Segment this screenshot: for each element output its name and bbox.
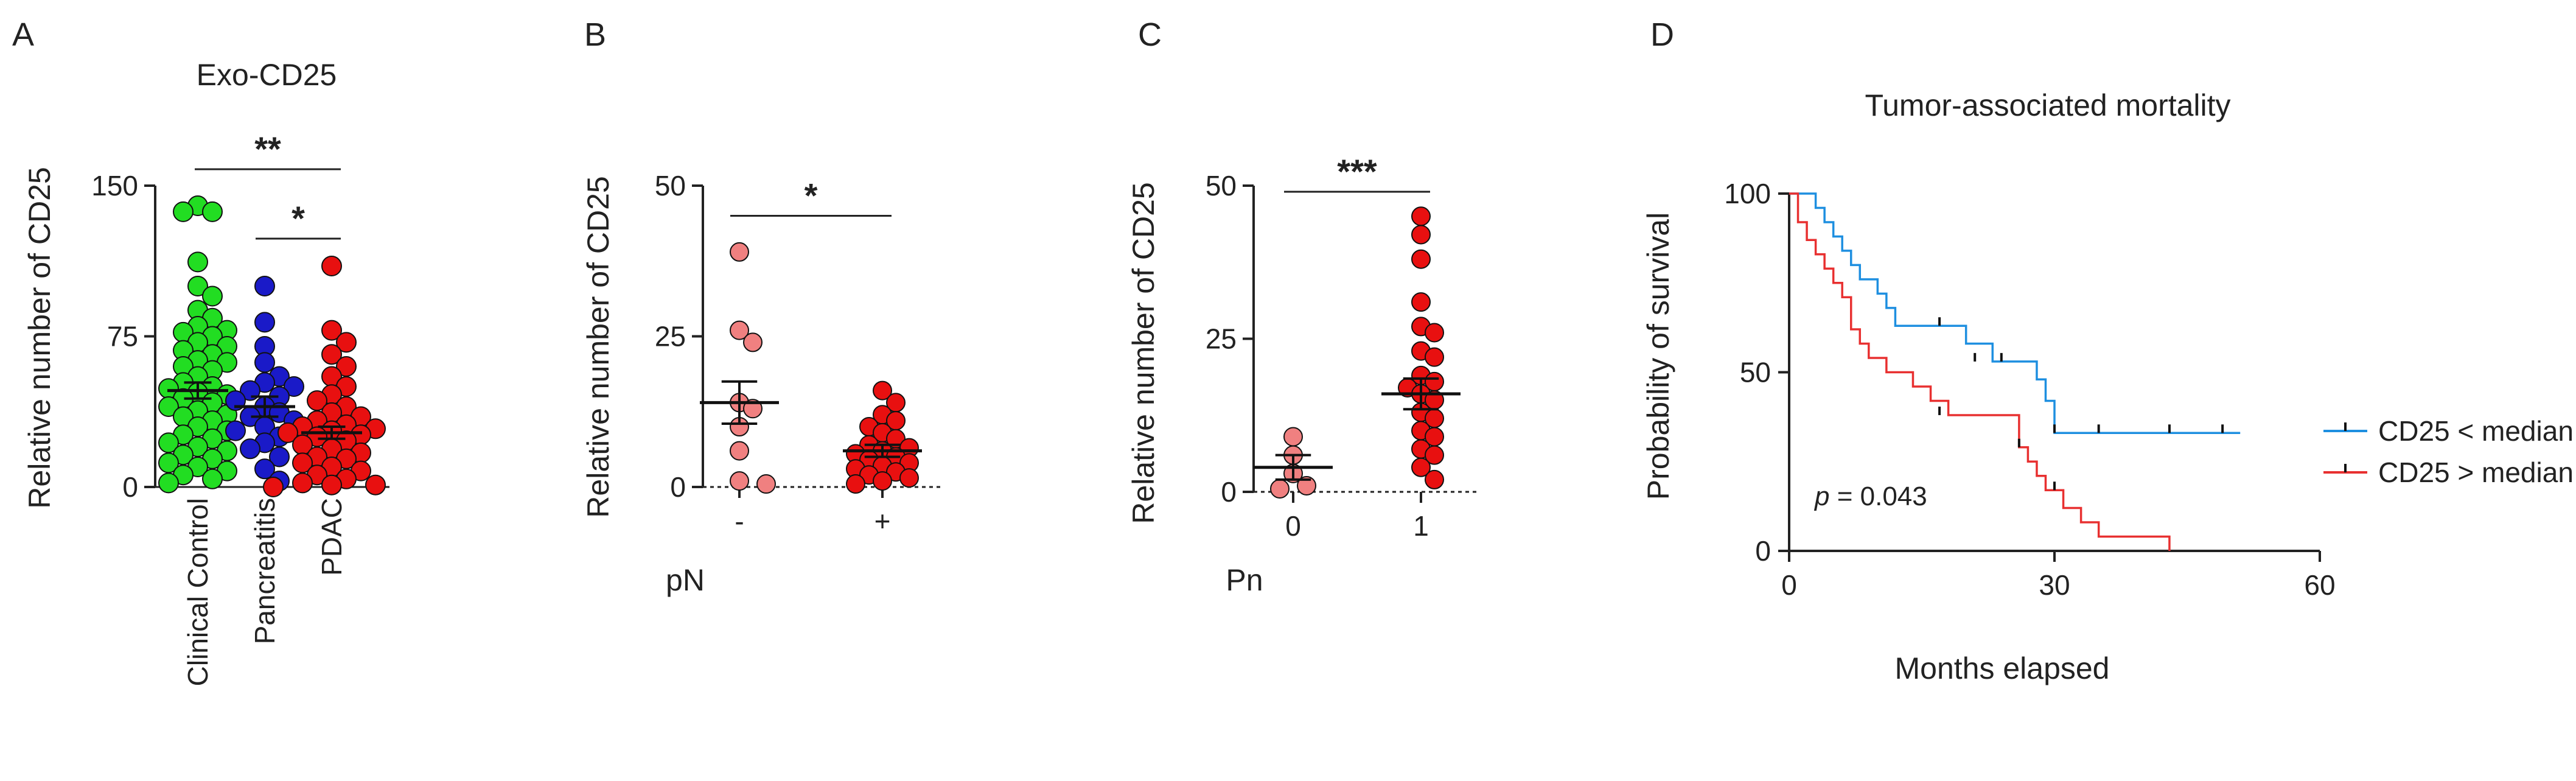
chart-a-point <box>284 376 304 397</box>
chart-c-point <box>1425 469 1444 489</box>
chart-b-point <box>899 468 919 488</box>
chart-a-point <box>187 251 208 273</box>
chart-a-sig-label: * <box>291 199 305 237</box>
chart-c-point <box>1411 225 1431 245</box>
chart-b-point <box>730 471 749 491</box>
chart-c-point <box>1425 445 1444 465</box>
chart-c-point <box>1297 475 1316 496</box>
chart-a-point <box>254 458 275 480</box>
panel-letter-b: B <box>584 16 606 53</box>
chart-a-point <box>321 320 342 341</box>
chart-a-point <box>269 446 290 468</box>
chart-a-point <box>187 276 208 296</box>
chart-b-point <box>873 471 892 491</box>
chart-c-sig-label: *** <box>1337 152 1377 191</box>
chart-a-ytick-label: 75 <box>107 321 138 352</box>
chart-d-legend-label: CD25 > median <box>2378 457 2574 488</box>
chart-d-series-line-2 <box>1789 192 2171 551</box>
chart-a-point <box>254 312 275 333</box>
chart-b-point <box>730 441 749 461</box>
chart-d-ylabel: Probability of survival <box>1641 212 1675 500</box>
chart-b-point <box>730 320 749 340</box>
chart-c-point <box>1411 206 1431 226</box>
chart-a-sig-label: ** <box>254 130 281 168</box>
chart-a-point <box>321 474 342 496</box>
chart-a-point <box>365 474 386 496</box>
chart-a-xtick-label: Clinical Control <box>182 498 214 686</box>
chart-d-xtick-label: 30 <box>2039 569 2070 601</box>
chart-d-xlabel: Months elapsed <box>1894 651 2109 685</box>
chart-a-point <box>225 420 246 441</box>
chart-a-xtick-label: PDAC <box>316 498 347 576</box>
chart-d-xtick-label: 0 <box>1781 569 1797 601</box>
chart-d-title: Tumor-associated mortality <box>1865 88 2230 122</box>
chart-c-point <box>1425 347 1444 367</box>
chart-a-ytick-label: 0 <box>122 471 138 503</box>
chart-c-point <box>1411 457 1431 477</box>
chart-a-point <box>240 438 260 460</box>
chart-c-xlabel: Pn <box>1226 563 1263 597</box>
chart-b-point <box>743 332 763 352</box>
chart-a-point <box>292 472 313 494</box>
chart-b-ytick-label: 25 <box>655 321 686 352</box>
chart-b-xtick-label: + <box>874 505 891 537</box>
chart-a-point <box>202 201 223 222</box>
chart-d-ytick-label: 50 <box>1740 357 1771 388</box>
chart-d-legend-label: CD25 < median <box>2378 415 2574 447</box>
chart-a-point <box>254 352 275 373</box>
chart-d-series-line-1 <box>1789 192 2241 435</box>
chart-c-ylabel: Relative number of CD25 <box>1126 182 1161 524</box>
chart-c-point <box>1283 427 1303 447</box>
chart-a-point <box>158 396 179 417</box>
chart-b-point <box>873 380 892 401</box>
chart-a-point <box>321 256 342 276</box>
chart-a-point <box>263 477 284 497</box>
chart-b-ytick-label: 50 <box>655 170 686 201</box>
chart-d-ytick-label: 100 <box>1724 178 1771 209</box>
chart-b-ytick-label: 0 <box>670 471 686 503</box>
chart-a-point <box>202 285 223 307</box>
chart-b-ylabel: Relative number of CD25 <box>581 176 615 517</box>
panel-letter-d: D <box>1650 16 1674 53</box>
chart-c-xtick-label: 1 <box>1413 510 1429 542</box>
chart-d-pvalue: p = 0.043 <box>1813 482 1927 511</box>
chart-b-point <box>846 474 865 494</box>
chart-b-sig-label: * <box>805 177 818 215</box>
chart-d-xtick-label: 60 <box>2304 569 2335 601</box>
panel-letter-c: C <box>1138 16 1162 53</box>
chart-c-xtick-label: 0 <box>1285 510 1301 542</box>
chart-a-point <box>158 472 179 494</box>
chart-c-point <box>1411 292 1431 312</box>
chart-a-point <box>254 276 275 296</box>
chart-c-point <box>1270 478 1290 499</box>
chart-c-ytick-label: 0 <box>1221 476 1237 508</box>
chart-b-point <box>756 474 776 494</box>
chart-a-title: Exo-CD25 <box>197 58 337 92</box>
chart-a-xtick-label: Pancreatitis <box>249 498 281 644</box>
chart-a-ylabel: Relative number of CD25 <box>23 167 57 508</box>
chart-c-ytick-label: 50 <box>1206 170 1237 201</box>
chart-b-xtick-label: - <box>735 505 744 537</box>
chart-c-point <box>1411 249 1431 269</box>
chart-a-ytick-label: 150 <box>91 170 138 201</box>
chart-b-point <box>730 242 749 262</box>
chart-b-xlabel: pN <box>666 563 705 597</box>
chart-c-point <box>1425 323 1444 343</box>
panel-letter-a: A <box>12 16 34 53</box>
chart-a-point <box>173 201 194 222</box>
chart-a-point <box>202 468 223 489</box>
chart-a-point <box>277 422 298 443</box>
chart-a-point <box>321 344 342 365</box>
chart-d-ytick-label: 0 <box>1755 535 1771 567</box>
chart-a-point <box>336 332 357 353</box>
chart-c-ytick-label: 25 <box>1206 323 1237 355</box>
